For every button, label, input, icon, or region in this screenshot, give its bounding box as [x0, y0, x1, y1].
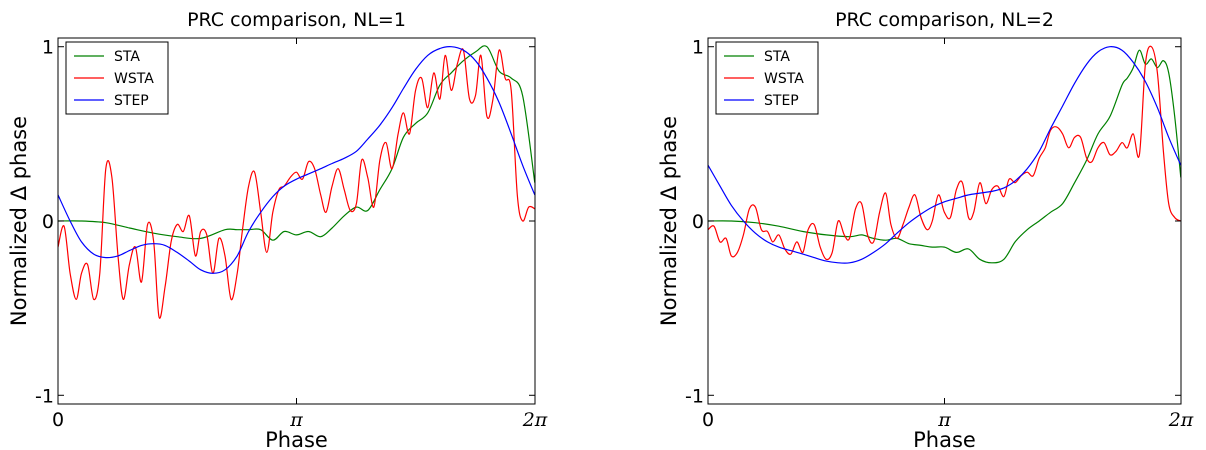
legend: STA WSTA STEP — [715, 41, 819, 115]
x-tick-label: 0 — [702, 409, 714, 431]
chart-title: PRC comparison, NL=2 — [835, 9, 1054, 31]
x-axis-label: Phase — [265, 428, 328, 450]
y-tick-label: 0 — [42, 211, 54, 233]
legend-box — [65, 41, 169, 115]
legend-label-sta: STA — [114, 49, 140, 65]
chart-title: PRC comparison, NL=1 — [187, 9, 406, 31]
prc-chart-nl1: PRC comparison, NL=10 π 2π-101PhaseNormali… — [7, 9, 548, 450]
x-tick-label: 0 — [52, 409, 64, 431]
series-line-sta — [58, 45, 535, 241]
y-tick-label: 1 — [42, 37, 54, 59]
chart-panel-nl2: PRC comparison, NL=2 0 π 2π -1 0 1 Phase Normali… — [603, 0, 1206, 450]
x-axis-label: Phase — [913, 428, 976, 450]
y-tick-label: 1 — [692, 37, 704, 59]
series-line-sta — [708, 49, 1181, 264]
series-group — [58, 45, 535, 319]
prc-chart-nl2: PRC comparison, NL=20 π 2π-101PhaseNormali… — [657, 9, 1194, 450]
x-tick-label: 2π — [522, 409, 548, 431]
legend-label-step: STEP — [114, 93, 149, 109]
y-tick-label: -1 — [35, 385, 54, 407]
series-line-step — [708, 46, 1181, 264]
legend-label-wsta: WSTA — [764, 71, 804, 87]
series-line-wsta — [58, 48, 535, 319]
chart-panel-nl1: PRC comparison, NL=1 0 π 2π -1 0 1 Phase Normali… — [7, 9, 548, 450]
y-tick-label: 0 — [692, 211, 704, 233]
y-tick-label: -1 — [685, 385, 704, 407]
legend-label-step: STEP — [764, 93, 799, 109]
series-group — [708, 45, 1181, 264]
x-tick-label: 2π — [1168, 409, 1194, 431]
legend: STA WSTA STEP — [65, 41, 169, 115]
y-axis-label: Normalized Δ phase — [7, 116, 31, 326]
legend-label-sta: STA — [764, 49, 790, 65]
x-tick-label: π — [289, 409, 303, 431]
series-line-wsta — [708, 45, 1181, 261]
series-line-step — [58, 46, 535, 274]
legend-label-wsta: WSTA — [114, 71, 154, 87]
x-tick-label: π — [937, 409, 951, 431]
y-axis-label: Normalized Δ phase — [657, 116, 681, 326]
